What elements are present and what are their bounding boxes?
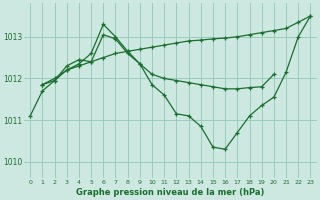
X-axis label: Graphe pression niveau de la mer (hPa): Graphe pression niveau de la mer (hPa) — [76, 188, 265, 197]
